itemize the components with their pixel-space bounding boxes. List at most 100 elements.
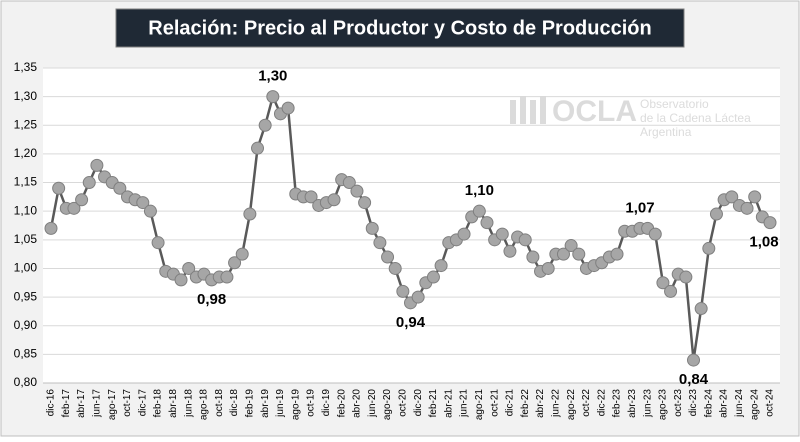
x-tick-label: dic-22 bbox=[596, 389, 607, 417]
marker bbox=[281, 101, 295, 115]
marker bbox=[694, 302, 708, 316]
logo-bar bbox=[510, 100, 516, 124]
x-tick-label: abr-21 bbox=[443, 389, 454, 418]
x-tick-label: feb-22 bbox=[520, 389, 531, 418]
marker bbox=[327, 193, 341, 207]
x-tick-label: abr-19 bbox=[260, 389, 271, 418]
marker bbox=[228, 256, 242, 270]
y-tick-label: 1,20 bbox=[14, 146, 38, 160]
marker bbox=[687, 353, 701, 367]
x-tick-label: feb-23 bbox=[612, 389, 623, 418]
y-tick-label: 1,10 bbox=[14, 203, 38, 217]
marker bbox=[350, 184, 364, 198]
marker bbox=[541, 261, 555, 275]
marker bbox=[151, 236, 165, 250]
marker bbox=[763, 216, 777, 230]
x-tick-label: feb-24 bbox=[703, 389, 714, 418]
x-tick-label: ago-17 bbox=[107, 389, 118, 421]
marker bbox=[426, 270, 440, 284]
y-tick-label: 1,35 bbox=[14, 60, 38, 74]
x-tick-label: oct-19 bbox=[306, 389, 317, 417]
marker bbox=[358, 196, 372, 210]
marker bbox=[251, 141, 265, 155]
x-tick-label: abr-18 bbox=[168, 389, 179, 418]
marker bbox=[182, 261, 196, 275]
x-tick-label: dic-18 bbox=[229, 389, 240, 417]
x-tick-label: dic-23 bbox=[688, 389, 699, 417]
marker bbox=[388, 261, 402, 275]
x-tick-label: jun-20 bbox=[367, 389, 378, 418]
marker bbox=[174, 273, 188, 287]
marker bbox=[143, 204, 157, 218]
x-tick-label: dic-19 bbox=[321, 389, 332, 417]
x-tick-label: ago-18 bbox=[199, 389, 210, 421]
x-tick-label: oct-17 bbox=[122, 389, 133, 417]
x-tick-label: oct-20 bbox=[397, 389, 408, 417]
logo-brand: OCLA bbox=[552, 95, 637, 128]
marker bbox=[564, 239, 578, 253]
marker bbox=[610, 247, 624, 261]
marker bbox=[472, 204, 486, 218]
y-tick-label: 1,25 bbox=[14, 117, 38, 131]
x-tick-label: jun-19 bbox=[275, 389, 286, 418]
marker bbox=[258, 118, 272, 132]
marker bbox=[52, 181, 66, 195]
y-tick-label: 1,30 bbox=[14, 89, 38, 103]
marker bbox=[748, 190, 762, 204]
x-tick-label: dic-20 bbox=[413, 389, 424, 417]
marker bbox=[572, 247, 586, 261]
x-tick-label: feb-17 bbox=[61, 389, 72, 418]
marker bbox=[136, 196, 150, 210]
watermark: OCLA Observatorio de la Cadena Láctea Ar… bbox=[510, 95, 751, 139]
x-tick-label: oct-24 bbox=[765, 389, 776, 417]
logo-bar bbox=[530, 100, 536, 124]
marker bbox=[266, 90, 280, 104]
x-tick-label: jun-21 bbox=[459, 389, 470, 418]
logo-text: Observatorio bbox=[640, 97, 709, 111]
marker bbox=[304, 190, 318, 204]
marker bbox=[702, 241, 716, 255]
marker bbox=[740, 201, 754, 215]
y-tick-label: 1,00 bbox=[14, 261, 38, 275]
x-tick-label: dic-21 bbox=[505, 389, 516, 417]
x-tick-label: dic-17 bbox=[137, 389, 148, 417]
y-tick-label: 0,90 bbox=[14, 318, 38, 332]
x-tick-label: jun-17 bbox=[92, 389, 103, 418]
x-tick-label: ago-23 bbox=[658, 389, 669, 421]
y-tick-label: 1,15 bbox=[14, 175, 38, 189]
data-label: 1,30 bbox=[258, 68, 287, 85]
data-label: 0,94 bbox=[396, 314, 426, 331]
logo-bar bbox=[520, 96, 526, 124]
marker bbox=[82, 176, 96, 190]
logo-text: Argentina bbox=[640, 125, 692, 139]
marker bbox=[648, 227, 662, 241]
marker bbox=[75, 193, 89, 207]
x-tick-label: jun-22 bbox=[550, 389, 561, 418]
x-tick-label: oct-18 bbox=[214, 389, 225, 417]
marker bbox=[90, 158, 104, 172]
marker bbox=[709, 207, 723, 221]
marker bbox=[44, 221, 58, 235]
x-tick-label: ago-19 bbox=[290, 389, 301, 421]
x-tick-label: ago-24 bbox=[749, 389, 760, 421]
x-tick-label: ago-21 bbox=[474, 389, 485, 421]
y-tick-label: 0,80 bbox=[14, 375, 38, 389]
marker bbox=[725, 190, 739, 204]
marker bbox=[664, 284, 678, 298]
marker bbox=[67, 201, 81, 215]
x-tick-label: ago-22 bbox=[566, 389, 577, 421]
marker bbox=[480, 216, 494, 230]
logo-bar bbox=[540, 96, 546, 124]
marker bbox=[365, 221, 379, 235]
x-tick-label: feb-20 bbox=[336, 389, 347, 418]
x-tick-label: ago-20 bbox=[382, 389, 393, 421]
marker bbox=[342, 176, 356, 190]
marker bbox=[411, 290, 425, 304]
marker bbox=[457, 227, 471, 241]
y-tick-label: 0,85 bbox=[14, 347, 38, 361]
marker bbox=[235, 247, 249, 261]
data-label: 0,98 bbox=[197, 291, 226, 308]
x-tick-label: abr-17 bbox=[76, 389, 87, 418]
x-tick-label: feb-19 bbox=[245, 389, 256, 418]
